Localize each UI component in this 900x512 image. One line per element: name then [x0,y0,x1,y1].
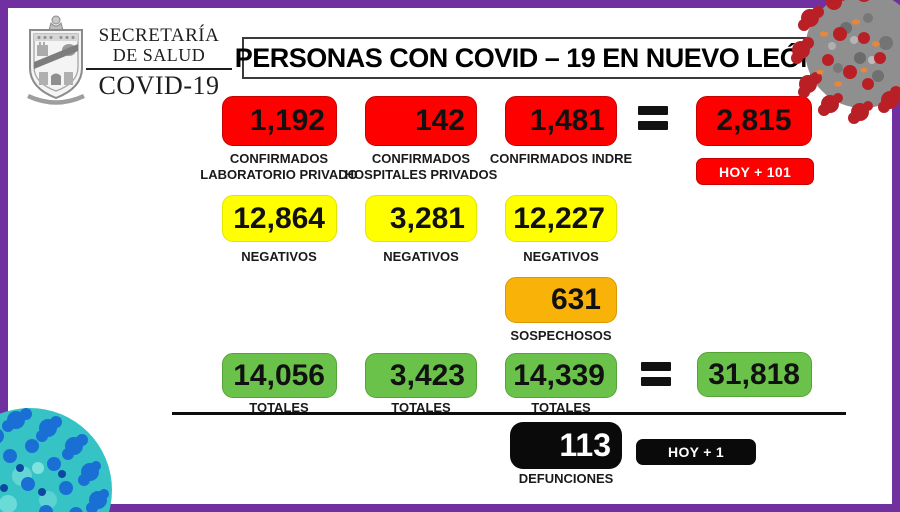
coronavirus-blue-icon [0,408,112,512]
negatives-label-1: NEGATIVOS [241,249,317,264]
totals-label-1: TOTALES [249,400,309,415]
confirmed-private-hospitals-label-2: HOSPITALES PRIVADOS [344,167,498,182]
suspected-label: SOSPECHOSOS [510,328,612,343]
page-title: PERSONAS CON COVID – 19 EN NUEVO LEÓN [234,42,820,73]
deaths-today-badge: HOY + 1 [636,439,756,465]
negatives-private-hospitals-box: 3,281 [365,195,477,242]
org-name-line1: SECRETARÍA [98,25,220,46]
title-box: PERSONAS CON COVID – 19 EN NUEVO LEÓN [235,37,820,79]
totals-indre-box: 14,339 [505,353,617,398]
totals-label-3: TOTALES [531,400,591,415]
confirmed-total-box: 2,815 [696,96,812,146]
org-name-line2: DE SALUD [86,46,232,70]
health-ministry-logo: SECRETARÍA DE SALUD COVID-19 [24,12,232,108]
equals-icon [638,106,668,130]
negatives-label-2: NEGATIVOS [383,249,459,264]
deaths-label: DEFUNCIONES [518,471,614,486]
confirmed-private-lab-label-1: CONFIRMADOS [229,151,329,166]
totals-label-2: TOTALES [391,400,451,415]
equals-icon [641,362,671,386]
confirmed-indre-box: 1,481 [505,96,617,146]
negatives-indre-box: 12,227 [505,195,617,242]
negatives-label-3: NEGATIVOS [523,249,599,264]
coronavirus-red-icon [791,0,900,124]
deaths-box: 113 [510,422,622,469]
coat-of-arms-icon [27,15,85,105]
confirmed-private-lab-label-2: LABORATORIO PRIVADO [200,167,358,182]
confirmed-private-lab-box: 1,192 [222,96,337,146]
totals-private-hospitals-box: 3,423 [365,353,477,398]
suspected-box: 631 [505,277,617,323]
confirmed-today-badge: HOY + 101 [696,158,814,185]
confirmed-private-hospitals-box: 142 [365,96,477,146]
negatives-private-lab-box: 12,864 [222,195,337,242]
program-name: COVID-19 [98,71,220,100]
divider-line [172,412,846,415]
grand-total-box: 31,818 [697,352,812,397]
totals-private-lab-box: 14,056 [222,353,337,398]
confirmed-private-hospitals-label-1: CONFIRMADOS [371,151,471,166]
confirmed-indre-label: CONFIRMADOS INDRE [489,151,633,166]
